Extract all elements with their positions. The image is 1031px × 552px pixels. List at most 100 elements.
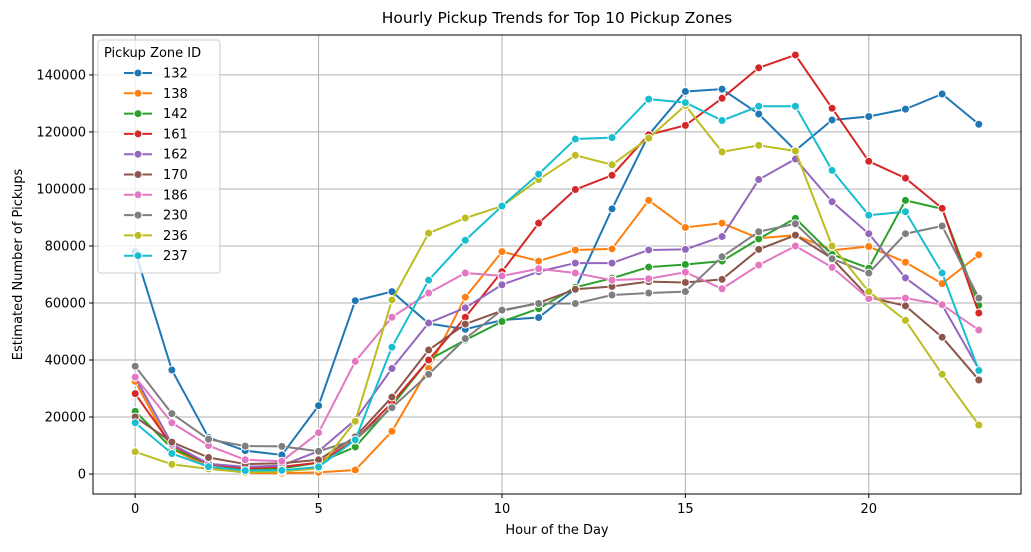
data-point-237 (974, 366, 984, 376)
legend-swatch-marker (133, 109, 143, 119)
data-point-186 (644, 274, 654, 284)
data-point-236 (790, 146, 800, 156)
series-line-142 (134, 199, 980, 471)
axis-ticks: 0 5 10 15 20 0 20000 40000 60000 80000 100000 12000… (36, 68, 877, 517)
legend-title: Pickup Zone ID (104, 46, 201, 61)
data-point-230 (497, 305, 507, 315)
data-point-138 (607, 244, 617, 254)
data-point-161 (900, 173, 910, 183)
data-point-230 (717, 252, 727, 262)
data-point-138 (387, 426, 397, 436)
data-point-132 (974, 119, 984, 129)
data-point-186 (497, 271, 507, 281)
plot-frame (92, 34, 1022, 495)
data-point-132 (864, 112, 874, 122)
data-point-161 (570, 185, 580, 195)
data-point-237 (167, 449, 177, 459)
data-point-230 (827, 254, 837, 264)
series-line-170 (134, 234, 980, 466)
data-point-230 (314, 446, 324, 456)
data-point-237 (570, 134, 580, 144)
data-point-132 (937, 89, 947, 99)
data-point-237 (717, 116, 727, 126)
data-point-236 (350, 416, 360, 426)
data-point-132 (900, 104, 910, 114)
data-point-186 (570, 268, 580, 278)
data-point-132 (827, 115, 837, 125)
series-237 (130, 94, 984, 476)
data-point-230 (387, 403, 397, 413)
legend-swatch-marker (133, 210, 143, 220)
data-point-161 (424, 355, 434, 365)
data-point-138 (497, 247, 507, 257)
data-point-186 (350, 356, 360, 366)
y-tick-label: 60000 (45, 296, 86, 311)
data-point-138 (974, 250, 984, 260)
x-tick-label: 20 (861, 502, 878, 517)
data-point-186 (680, 267, 690, 277)
legend-swatch-marker (133, 170, 143, 179)
data-point-236 (130, 447, 140, 457)
legend-label: 138 (163, 87, 188, 102)
x-axis-label: Hour of the Day (505, 523, 609, 538)
data-point-170 (974, 375, 984, 385)
data-point-236 (900, 315, 910, 325)
data-point-142 (497, 317, 507, 327)
y-tick-label: 100000 (36, 182, 86, 197)
data-point-132 (350, 296, 360, 306)
y-tick-label: 120000 (36, 125, 86, 140)
data-point-170 (167, 437, 177, 447)
x-tick-label: 0 (131, 502, 139, 517)
data-point-237 (277, 465, 287, 475)
data-point-230 (680, 287, 690, 297)
data-point-186 (130, 372, 140, 382)
legend-swatch-marker (133, 251, 143, 261)
data-point-237 (314, 462, 324, 472)
data-point-138 (644, 195, 654, 205)
data-point-186 (754, 260, 764, 270)
data-point-186 (314, 428, 324, 438)
x-tick-label: 10 (494, 502, 511, 517)
series-line-237 (134, 98, 980, 472)
data-point-236 (387, 295, 397, 305)
data-point-237 (827, 165, 837, 175)
data-point-138 (534, 256, 544, 266)
series-line-186 (134, 244, 980, 463)
series-186 (130, 241, 984, 466)
legend-item-230: 230 (124, 209, 188, 224)
data-point-162 (900, 273, 910, 283)
data-point-142 (900, 195, 910, 205)
data-point-162 (570, 258, 580, 268)
data-point-161 (680, 120, 690, 130)
series-layer (130, 50, 984, 478)
data-point-237 (204, 462, 214, 472)
data-point-132 (754, 109, 764, 119)
series-line-236 (134, 104, 980, 474)
data-point-230 (754, 227, 764, 237)
data-point-237 (900, 207, 910, 217)
data-point-186 (424, 288, 434, 298)
x-tick-label: 5 (314, 502, 322, 517)
data-point-132 (314, 401, 324, 411)
legend-label: 132 (163, 67, 188, 82)
data-point-138 (680, 222, 690, 232)
data-point-170 (424, 345, 434, 355)
data-point-142 (644, 262, 654, 272)
data-point-170 (460, 319, 470, 329)
data-point-138 (570, 245, 580, 255)
data-point-236 (644, 133, 654, 143)
data-point-162 (497, 280, 507, 290)
data-point-236 (570, 150, 580, 160)
data-point-132 (607, 204, 617, 214)
data-point-162 (607, 258, 617, 268)
data-point-170 (387, 392, 397, 402)
y-tick-label: 40000 (45, 354, 86, 369)
data-point-237 (607, 133, 617, 143)
data-point-186 (277, 456, 287, 466)
series-line-161 (134, 53, 980, 470)
data-point-170 (204, 453, 214, 463)
data-point-186 (167, 418, 177, 428)
data-point-138 (350, 465, 360, 475)
data-point-162 (460, 303, 470, 313)
